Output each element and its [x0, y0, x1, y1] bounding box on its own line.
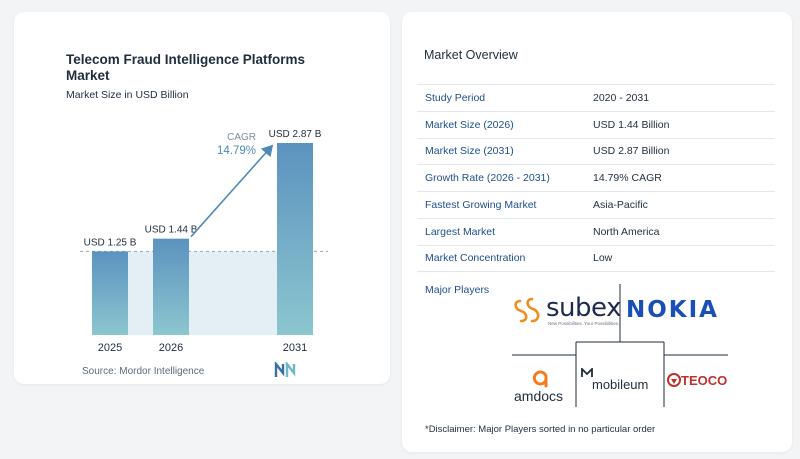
row-value: USD 1.44 Billion: [593, 118, 670, 131]
x-tick-label: 2026: [159, 342, 183, 354]
x-tick-label: 2025: [98, 342, 122, 354]
row-key: Growth Rate (2026 - 2031): [425, 172, 550, 185]
row-value: Low: [593, 252, 613, 265]
overview-title: Market Overview: [424, 48, 518, 62]
mordor-logo-icon: [274, 362, 296, 377]
mobileum-logo-icon: [581, 368, 593, 377]
overview-table: Study Period 2020 - 2031 Market Size (202…: [417, 84, 775, 272]
row-key: Market Concentration: [425, 252, 526, 265]
source-note: Source: Mordor Intelligence: [82, 366, 205, 377]
row-key: Largest Market: [425, 225, 496, 238]
bar-2026: [153, 238, 189, 335]
chart-title: Telecom Fraud Intelligence Platforms Mar…: [66, 52, 306, 83]
row-value: 14.79% CAGR: [593, 172, 662, 185]
row-key: Market Size (2031): [425, 145, 514, 158]
row-key: Study Period: [425, 91, 486, 104]
cagr-label: CAGR: [227, 132, 256, 143]
row-value: North America: [593, 225, 660, 238]
row-value: Asia-Pacific: [593, 199, 648, 212]
table-row: Market Concentration Low: [417, 244, 775, 272]
data-label: USD 1.44 B: [145, 225, 198, 236]
cagr-arrow: [190, 144, 274, 238]
bar-chart: USD 1.25 B 2025 USD 1.44 B 2026 USD 2.87 B 20…: [80, 129, 328, 354]
table-row: Study Period 2020 - 2031: [417, 84, 775, 111]
subex-tagline: New Possibilities. Your Possibilities.: [548, 321, 620, 326]
x-tick-label: 2031: [283, 342, 307, 354]
data-label: USD 1.25 B: [84, 237, 137, 248]
row-key: Fastest Growing Market: [425, 199, 537, 212]
reference-band: [128, 251, 277, 335]
row-value: 2020 - 2031: [593, 91, 650, 104]
disclaimer: *Disclaimer: Major Players sorted in no …: [425, 424, 656, 435]
row-value: USD 2.87 Billion: [593, 145, 670, 158]
table-row: Fastest Growing Market Asia-Pacific: [417, 191, 775, 218]
teoco-logo-text: TEOCO: [681, 373, 728, 388]
mobileum-logo-text: mobileum: [592, 377, 649, 392]
table-row: Growth Rate (2026 - 2031) 14.79% CAGR: [417, 164, 775, 191]
chart-subtitle: Market Size in USD Billion: [66, 89, 189, 101]
amdocs-logo-icon: [532, 370, 548, 388]
table-row: Market Size (2031) USD 2.87 Billion: [417, 137, 775, 165]
subex-logo-icon: [514, 297, 540, 323]
subex-logo-text: subex: [546, 293, 621, 323]
table-row: Largest Market North America: [417, 217, 775, 245]
row-key: Market Size (2026): [425, 118, 514, 131]
nokia-logo-text: NOKIA: [626, 297, 719, 323]
bar-2031: [277, 143, 313, 335]
cagr-value: 14.79%: [217, 145, 256, 157]
teoco-logo-icon: [667, 373, 681, 387]
overview-card: [402, 12, 792, 452]
major-players-label: Major Players: [425, 284, 490, 296]
table-row: Market Size (2026) USD 1.44 Billion: [417, 110, 775, 138]
amdocs-logo-text: amdocs: [514, 388, 564, 404]
bar-2025: [92, 251, 128, 335]
data-label: USD 2.87 B: [269, 129, 322, 140]
players-grid: [512, 284, 728, 407]
